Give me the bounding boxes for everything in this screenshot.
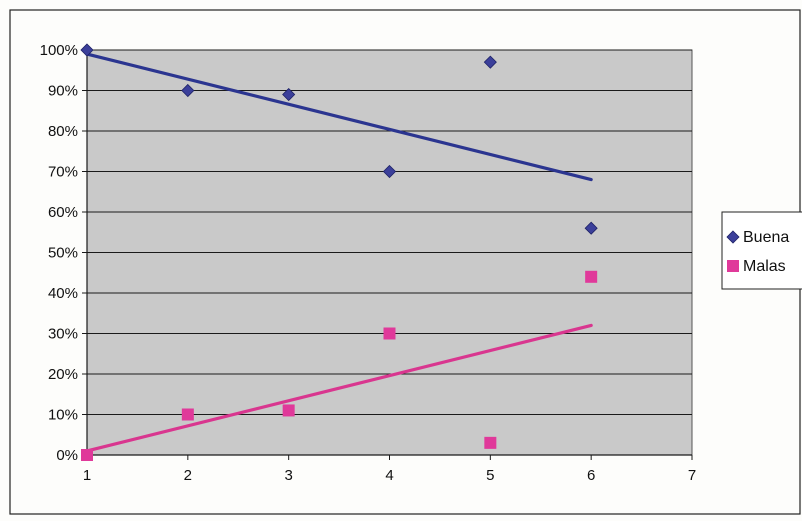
- point-buena: [80, 43, 94, 57]
- point-malas: [383, 327, 396, 340]
- legend-marker-malas: [727, 260, 739, 272]
- trendline-buena: [85, 52, 593, 182]
- y-tick-label: 90%: [48, 83, 78, 100]
- point-buena: [584, 221, 598, 235]
- x-tick-label: 6: [587, 467, 595, 484]
- trendlines: [85, 52, 593, 453]
- x-tick-label: 2: [184, 467, 192, 484]
- x-tick-label: 3: [284, 467, 292, 484]
- legend: Buena Malas: [721, 211, 802, 290]
- point-malas: [585, 270, 598, 283]
- y-tick-label: 60%: [48, 204, 78, 221]
- axes: 0% 10% 20% 30% 40% 50% 60% 70% 80% 90% 100% 1 2 3 4 5 6 7: [40, 42, 697, 484]
- point-malas: [484, 436, 497, 449]
- point-malas: [282, 404, 295, 417]
- y-tick-label: 70%: [48, 164, 78, 181]
- x-tick-label: 1: [83, 467, 91, 484]
- point-malas: [181, 408, 194, 421]
- y-tick-label: 40%: [48, 285, 78, 302]
- y-tick-label: 100%: [40, 42, 78, 59]
- y-tick-label: 50%: [48, 245, 78, 262]
- x-tick-label: 5: [486, 467, 494, 484]
- legend-label-malas: Malas: [743, 258, 786, 275]
- point-buena: [181, 83, 195, 98]
- y-tick-label: 10%: [48, 407, 78, 424]
- x-tick-label: 4: [385, 467, 393, 484]
- point-malas: [81, 449, 93, 461]
- point-buena: [483, 55, 497, 69]
- legend-box: [721, 211, 802, 290]
- point-buena: [282, 87, 296, 102]
- data-points: [80, 43, 598, 461]
- x-tick-label: 7: [688, 467, 696, 484]
- y-tick-label: 80%: [48, 123, 78, 140]
- trendline-malas: [85, 323, 593, 453]
- legend-label-buena: Buena: [743, 229, 789, 246]
- legend-marker-buena: [726, 230, 740, 244]
- point-buena: [382, 164, 397, 179]
- y-tick-label: 20%: [48, 366, 78, 383]
- y-tick-label: 30%: [48, 326, 78, 343]
- y-tick-label: 0%: [56, 447, 78, 464]
